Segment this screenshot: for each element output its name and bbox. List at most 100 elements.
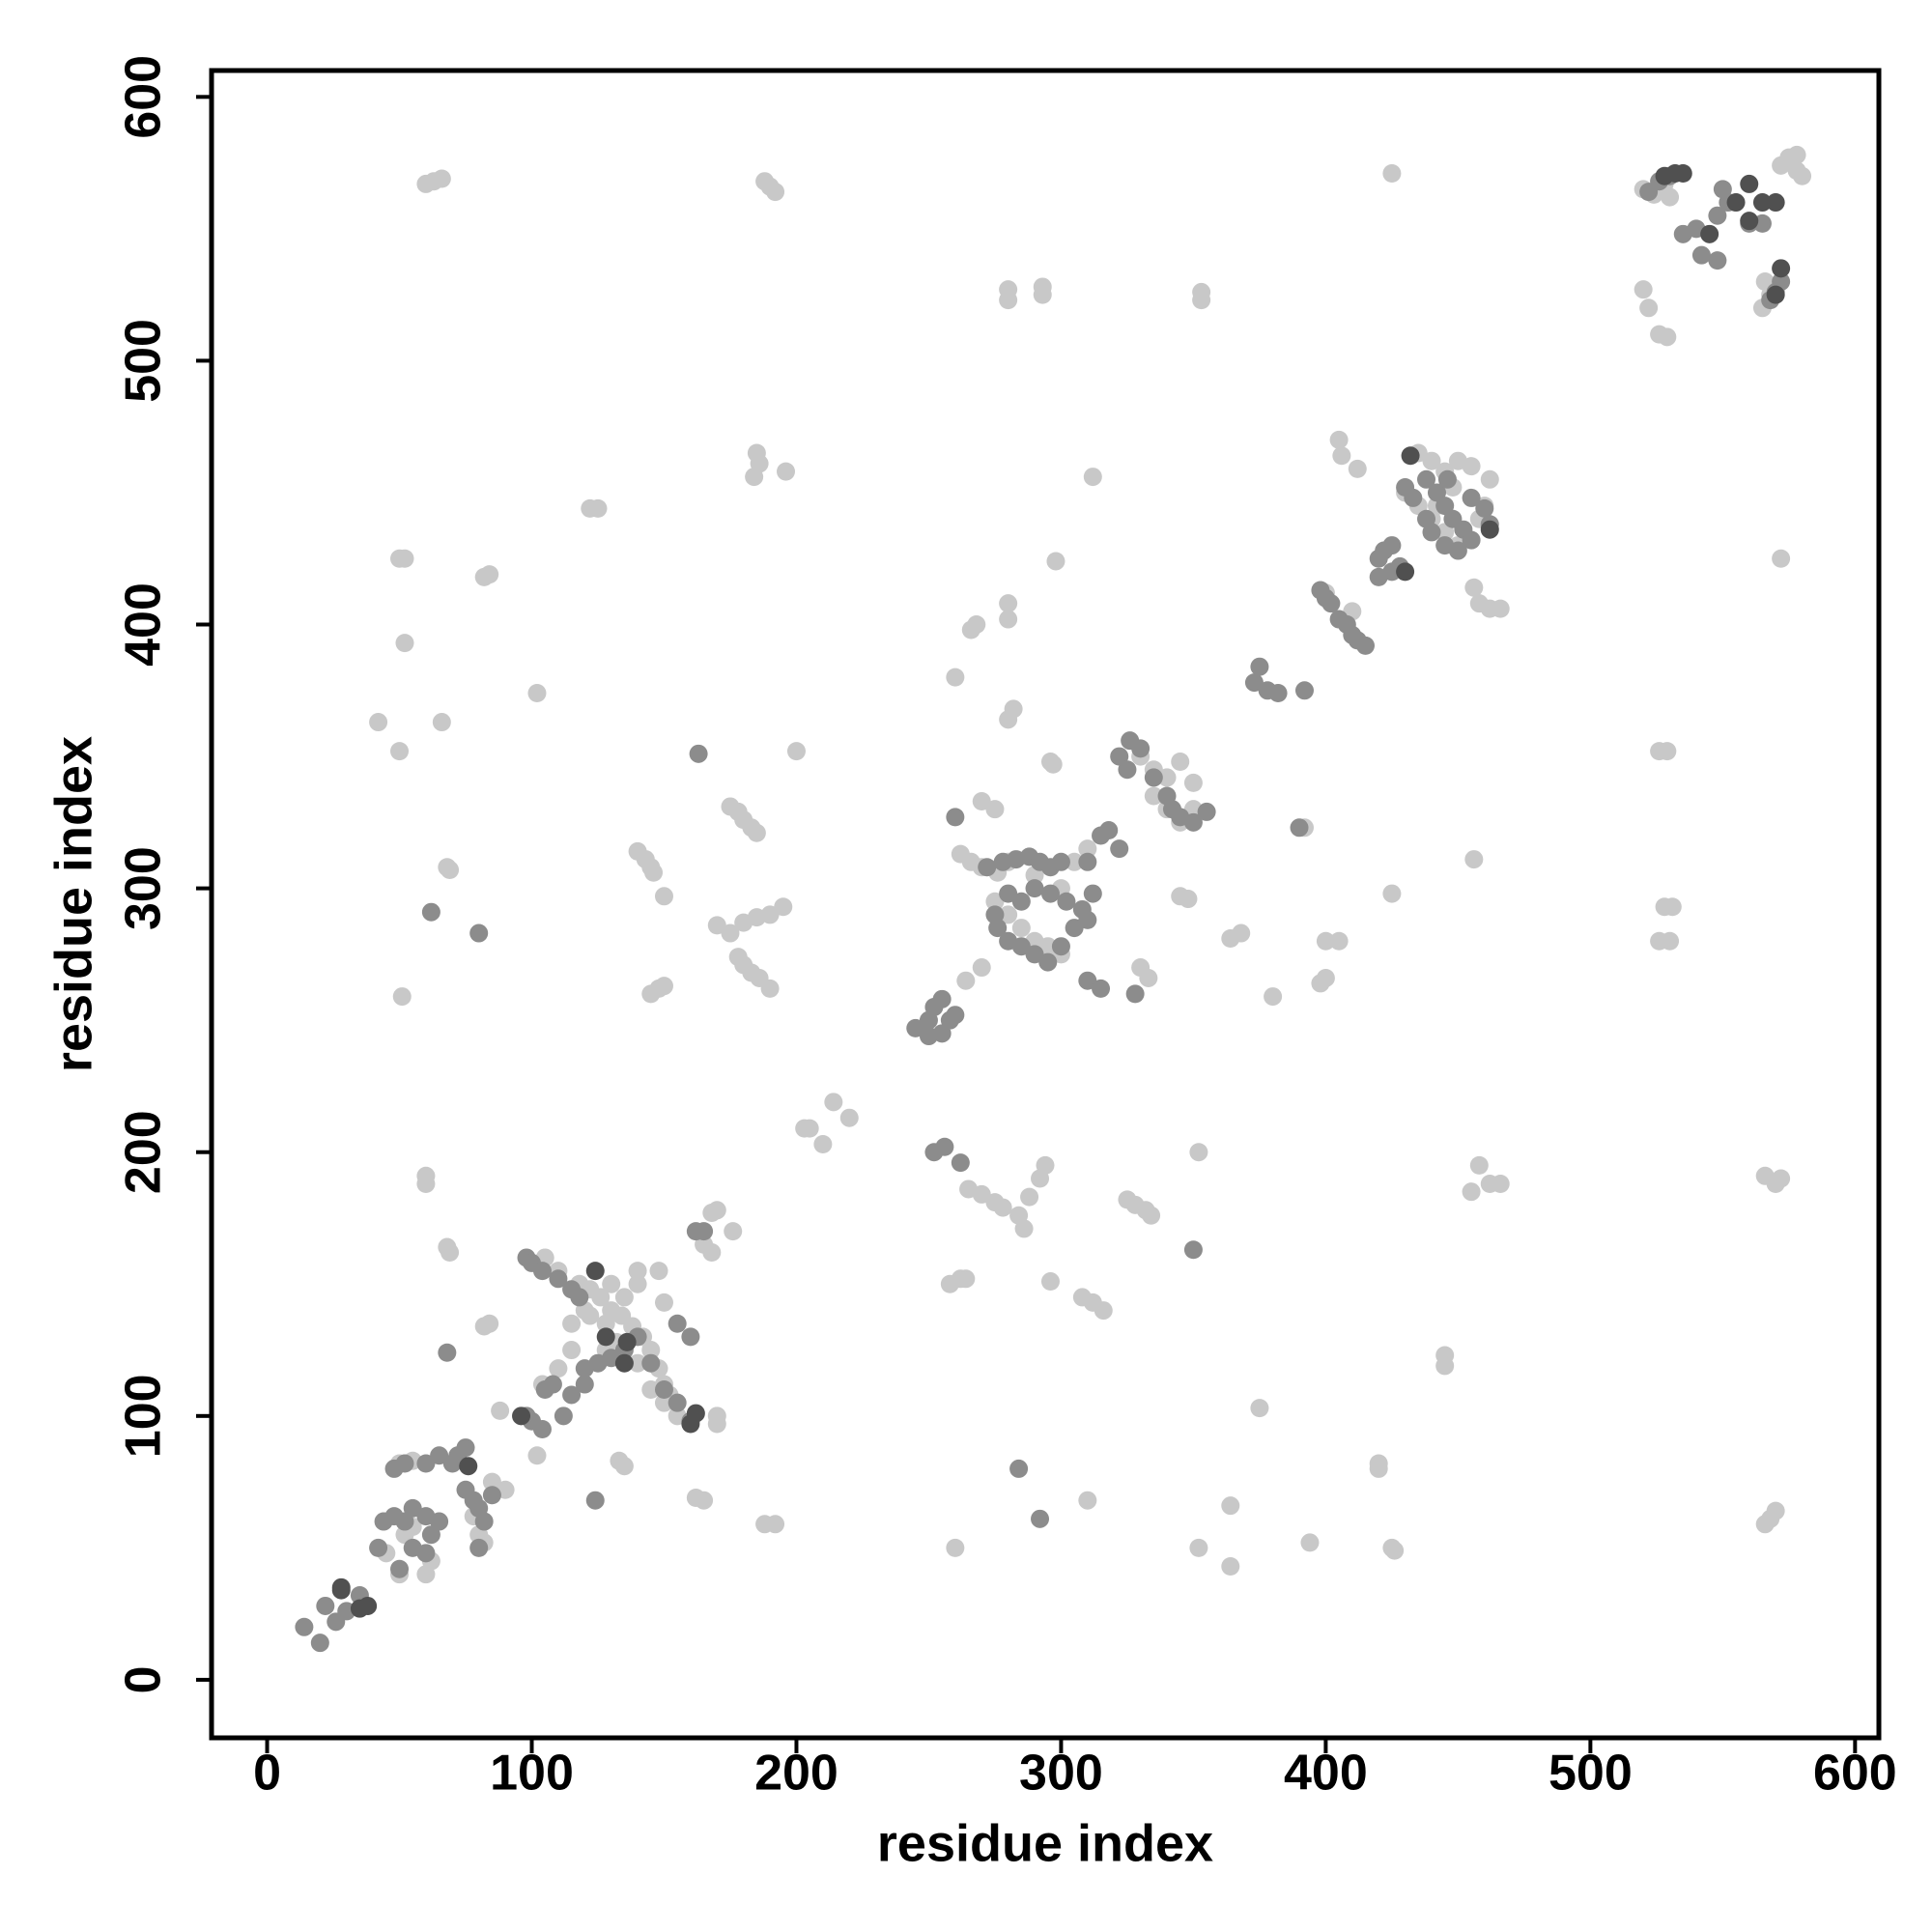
point (1787, 161, 1806, 181)
point (1772, 549, 1791, 568)
point (999, 594, 1018, 613)
point (1772, 1169, 1791, 1188)
point (614, 1288, 634, 1307)
point (649, 1262, 668, 1281)
point (1462, 1182, 1481, 1202)
point (617, 1332, 637, 1351)
point (766, 1515, 785, 1534)
point (839, 1108, 859, 1127)
point (440, 860, 460, 879)
point (432, 169, 451, 188)
point (1268, 684, 1288, 703)
point (641, 1380, 661, 1400)
point (456, 1480, 475, 1499)
point (654, 1393, 673, 1412)
point (403, 1498, 422, 1518)
point (1382, 884, 1402, 903)
point (1183, 1240, 1203, 1260)
point (1740, 212, 1759, 231)
point (721, 923, 740, 943)
point (562, 1385, 582, 1405)
point (1661, 187, 1680, 207)
point (946, 668, 965, 687)
point (369, 713, 388, 732)
point (430, 1446, 449, 1465)
point (628, 1274, 647, 1293)
point (906, 1018, 925, 1037)
point (1658, 742, 1677, 761)
point (390, 742, 410, 761)
point (456, 1438, 475, 1458)
point (1700, 224, 1719, 243)
point (469, 1538, 489, 1557)
point (1144, 768, 1163, 787)
point (1435, 497, 1455, 516)
point (480, 1314, 499, 1333)
point (602, 1274, 621, 1293)
point (1427, 483, 1446, 502)
point (1469, 1155, 1489, 1175)
point (596, 1314, 615, 1333)
point (1329, 931, 1349, 951)
point (588, 498, 608, 518)
y-tick-label: 500 (116, 319, 172, 403)
point (1011, 892, 1031, 911)
point (1171, 753, 1190, 772)
x-tick-label: 0 (253, 1746, 281, 1802)
point (786, 742, 806, 761)
point (1437, 469, 1457, 489)
point (766, 183, 785, 202)
point (554, 1406, 573, 1426)
point (707, 1414, 726, 1434)
point (654, 887, 673, 906)
point (416, 1454, 436, 1473)
point (1232, 923, 1251, 943)
point (1369, 1459, 1388, 1478)
point (316, 1596, 335, 1615)
point (440, 1242, 460, 1262)
y-axis-title: residue index (44, 736, 102, 1072)
point (596, 1327, 615, 1347)
point (1332, 446, 1351, 466)
point (1708, 251, 1727, 270)
point (331, 1577, 351, 1597)
x-tick-label: 400 (1284, 1746, 1368, 1802)
point (421, 1525, 440, 1545)
point (668, 1314, 687, 1333)
point (1772, 156, 1791, 175)
point (1131, 739, 1151, 758)
point (1078, 971, 1097, 990)
point (1065, 852, 1084, 871)
point (628, 1353, 647, 1373)
point (1435, 536, 1455, 555)
point (1321, 594, 1341, 613)
point (1183, 812, 1203, 832)
point (1766, 285, 1785, 304)
point (686, 1404, 705, 1423)
point (1040, 884, 1060, 903)
point (1316, 968, 1335, 987)
point (1673, 164, 1692, 184)
point (1094, 1301, 1113, 1321)
y-tick-label: 200 (116, 1110, 172, 1194)
point (1051, 852, 1070, 871)
point (295, 1617, 314, 1636)
point (1401, 446, 1420, 466)
point (1142, 1206, 1161, 1225)
point (1033, 285, 1052, 304)
x-axis-title: residue index (877, 1814, 1213, 1872)
point (978, 858, 997, 877)
point (932, 1024, 952, 1043)
point (1329, 430, 1349, 449)
point (1316, 931, 1335, 951)
point (1382, 536, 1402, 555)
point (1480, 520, 1499, 539)
point (1658, 327, 1677, 347)
point (1038, 952, 1058, 972)
point (1356, 636, 1376, 655)
point (1435, 523, 1455, 542)
point (1078, 852, 1097, 871)
point (1662, 897, 1682, 917)
point (999, 710, 1018, 729)
